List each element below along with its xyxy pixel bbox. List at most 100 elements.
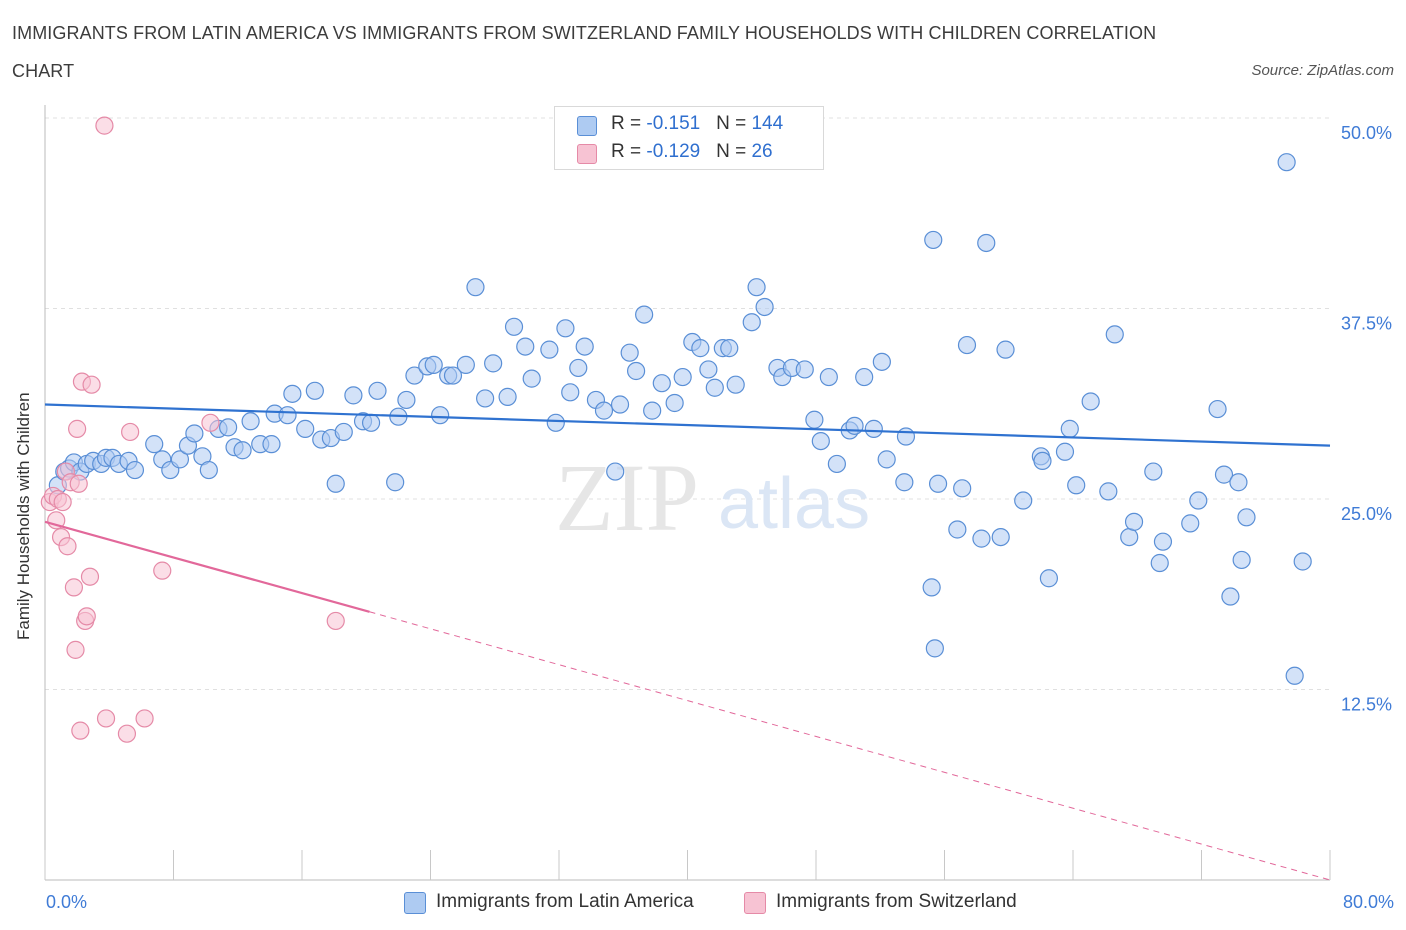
latin-america-point-110: [991, 527, 1010, 547]
switzerland-point-7: [58, 537, 77, 556]
latin-america-point-104: [928, 474, 948, 493]
correlation-legend: R = -0.151 N = 144 R = -0.129 N = 26: [554, 106, 824, 170]
legend-n-label: N =: [716, 113, 752, 134]
switzerland-point-17: [82, 375, 101, 394]
latin-america-point-47: [431, 406, 450, 425]
latin-america-point-106: [953, 479, 972, 498]
latin-america-point-30: [283, 384, 302, 403]
latin-america-point-136: [1285, 666, 1304, 685]
y-tick-label-1: 37.5%: [1341, 314, 1392, 334]
latin-america-point-82: [742, 313, 761, 332]
latin-america-point-59: [546, 413, 565, 432]
latin-america-point-91: [819, 367, 838, 387]
x-tick-label-min: 0.0%: [46, 892, 87, 912]
latin-america-point-25: [241, 412, 260, 431]
latin-america-point-124: [1144, 462, 1163, 481]
latin-america-point-83: [747, 278, 766, 297]
latin-america-point-80: [720, 339, 739, 358]
legend-r-label: R =: [611, 141, 647, 162]
bottom-legend-swatch-blue: [404, 892, 426, 914]
legend-r-label: R =: [611, 113, 647, 134]
latin-america-point-111: [996, 340, 1015, 359]
latin-america-point-121: [1105, 325, 1124, 344]
latin-america-point-31: [296, 419, 315, 438]
watermark: ZIP atlas: [555, 444, 870, 551]
latin-america-point-27: [262, 435, 281, 454]
latin-america-point-62: [569, 358, 588, 378]
x-tick-labels: 0.0% 80.0%: [46, 892, 1394, 912]
latin-america-point-115: [1039, 569, 1059, 588]
latin-america-point-133: [1232, 550, 1251, 570]
latin-america-point-131: [1221, 587, 1240, 606]
latin-america-point-95: [855, 367, 874, 387]
latin-america-point-35: [326, 474, 345, 493]
legend-r-value: -0.129: [646, 141, 701, 162]
latin-america-point-39: [361, 413, 381, 432]
latin-america-point-57: [522, 369, 541, 388]
latin-america-point-52: [476, 389, 495, 408]
latin-america-point-36: [334, 422, 353, 442]
latin-america-point-37: [344, 386, 363, 405]
latin-america-point-53: [484, 354, 503, 373]
watermark-zip: ZIP: [555, 444, 699, 551]
switzerland-point-10: [66, 640, 85, 659]
latin-america-point-135: [1277, 153, 1296, 172]
latin-america-point-69: [626, 361, 646, 381]
latin-america-point-56: [516, 337, 535, 356]
legend-swatch-pink: [577, 144, 597, 164]
latin-america-point-78: [705, 378, 724, 397]
latin-america-point-13: [145, 435, 164, 454]
latin-america-point-109: [977, 233, 996, 253]
latin-america-point-129: [1208, 399, 1227, 419]
latin-america-point-50: [456, 355, 475, 374]
latin-america-point-89: [805, 410, 824, 429]
latin-america-point-68: [620, 343, 639, 362]
bottom-legend-label: Immigrants from Latin America: [436, 891, 694, 912]
latin-america-point-76: [691, 339, 710, 358]
latin-america-point-54: [498, 387, 517, 406]
switzerland-point-9: [64, 578, 84, 597]
chart-title: IMMIGRANTS FROM LATIN AMERICA VS IMMIGRA…: [12, 23, 1157, 81]
latin-america-point-117: [1060, 419, 1079, 438]
latin-america-point-66: [606, 462, 625, 481]
latin-america-point-120: [1099, 482, 1118, 501]
latin-america-point-51: [466, 278, 485, 297]
latin-america-point-92: [827, 454, 846, 474]
latin-america-point-40: [368, 381, 387, 400]
switzerland-point-18: [71, 721, 90, 740]
latin-america-point-18: [185, 424, 204, 443]
latin-america-point-77: [699, 360, 718, 379]
data-points: [40, 116, 1312, 743]
x-tick-label-max: 80.0%: [1343, 892, 1394, 912]
latin-america-point-132: [1229, 473, 1248, 492]
latin-america-point-123: [1124, 512, 1144, 531]
legend-n-value: 144: [751, 113, 784, 134]
switzerland-point-15: [77, 607, 96, 626]
latin-america-point-71: [643, 401, 662, 420]
watermark-atlas: atlas: [718, 464, 870, 544]
switzerland-point-5: [53, 492, 72, 512]
y-tick-labels: 50.0% 37.5% 25.0% 12.5%: [1341, 123, 1392, 715]
y-tick-label-3: 12.5%: [1341, 695, 1392, 715]
switzerland-point-22: [121, 422, 140, 442]
latin-america-point-114: [1033, 451, 1052, 470]
switzerland-point-16: [80, 567, 100, 586]
legend-n-label: N =: [716, 141, 752, 162]
latin-america-point-74: [673, 367, 692, 387]
latin-america-point-127: [1181, 514, 1200, 533]
latin-america-point-46: [424, 355, 443, 374]
legend-n-value: 26: [751, 141, 773, 162]
latin-america-point-105: [948, 520, 967, 539]
y-tick-label-2: 25.0%: [1341, 504, 1392, 524]
trend-lines: [44, 403, 1331, 881]
bottom-legend-swatch-pink: [744, 892, 766, 914]
latin-america-point-55: [504, 317, 524, 336]
latin-america-point-24: [233, 441, 252, 460]
latin-america-point-98: [877, 450, 896, 469]
switzerland-point-11: [68, 419, 87, 438]
latin-america-point-102: [924, 230, 943, 250]
latin-america-point-60: [556, 319, 575, 338]
latin-america-point-100: [896, 427, 916, 446]
latin-america-point-43: [397, 390, 416, 410]
latin-america-point-90: [811, 431, 830, 451]
